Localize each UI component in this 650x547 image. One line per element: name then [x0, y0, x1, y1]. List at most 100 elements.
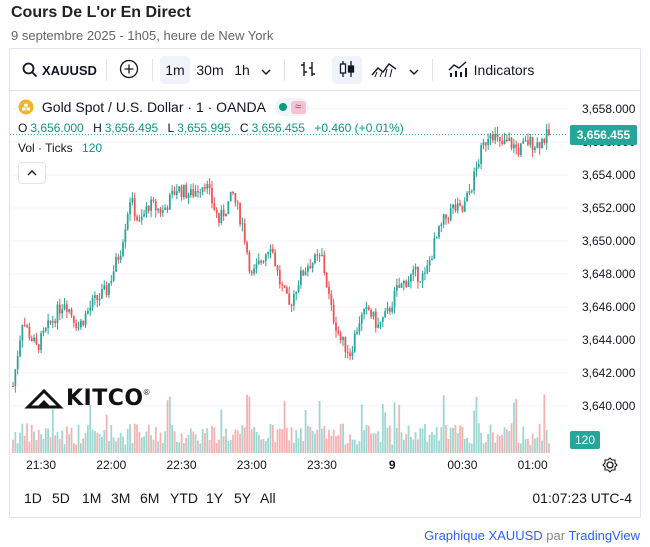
- compare-add-button[interactable]: [114, 56, 144, 84]
- volume-bar: [328, 429, 330, 453]
- timezone-settings-button[interactable]: [602, 457, 618, 473]
- candle-body: [381, 317, 384, 322]
- volume-bar: [82, 438, 85, 453]
- candle-body: [342, 336, 344, 341]
- volume-bar: [101, 436, 103, 453]
- candle-body: [496, 134, 499, 138]
- candle-body: [87, 310, 89, 314]
- range-button-1m[interactable]: 1M: [82, 490, 102, 506]
- candle-body: [285, 287, 288, 294]
- candle-body: [363, 308, 365, 315]
- volume-bar: [335, 436, 337, 453]
- candle-body: [243, 223, 246, 243]
- volume-bar: [178, 442, 181, 453]
- volume-bar: [51, 409, 54, 453]
- volume-bar: [227, 440, 230, 453]
- candle-body: [154, 201, 157, 211]
- tradingview-link[interactable]: TradingView: [568, 528, 640, 543]
- volume-bar: [300, 428, 302, 453]
- candle-body: [480, 145, 483, 164]
- range-button-1y[interactable]: 1Y: [206, 490, 224, 506]
- volume-bar: [68, 434, 71, 453]
- candle-body: [222, 209, 225, 217]
- candle-body: [75, 322, 78, 329]
- volume-bar: [344, 444, 347, 453]
- range-button-5d[interactable]: 5D: [52, 490, 70, 506]
- candle-body: [161, 210, 164, 214]
- range-button-all[interactable]: All: [260, 490, 276, 506]
- candle-body: [300, 270, 302, 285]
- candle-body: [16, 356, 19, 370]
- volume-bar: [161, 442, 164, 453]
- time-axis[interactable]: 21:30 22:00 22:30 23:00 23:30 9 00:30 01:00: [10, 453, 568, 477]
- last-volume-badge: 120: [570, 431, 600, 449]
- candle-body: [96, 295, 99, 301]
- volume-bar: [133, 423, 136, 453]
- interval-button-1m[interactable]: 1m: [160, 56, 190, 84]
- range-button-ytd[interactable]: YTD: [170, 490, 198, 506]
- volume-bar: [175, 441, 178, 453]
- area-style-button[interactable]: [368, 56, 400, 84]
- price-chart[interactable]: [10, 91, 568, 453]
- range-button-5y[interactable]: 5Y: [234, 490, 252, 506]
- range-button-3m[interactable]: 3M: [111, 490, 131, 506]
- volume-bar: [84, 433, 87, 453]
- candle-body: [30, 338, 33, 341]
- candle-body: [332, 304, 335, 323]
- price-scale[interactable]: 3,658.0003,656.0003,654.0003,652.0003,65…: [568, 91, 640, 453]
- low-label: L: [167, 121, 175, 135]
- candle-body: [136, 216, 138, 221]
- volume-bar: [105, 414, 108, 453]
- volume-bar: [63, 444, 66, 453]
- volume-bar: [119, 432, 122, 453]
- candle-body: [246, 242, 248, 253]
- interval-button-1h[interactable]: 1h: [230, 56, 254, 84]
- candle-body: [213, 203, 216, 210]
- market-open-dot-icon: [278, 103, 287, 111]
- volume-bar: [201, 429, 204, 453]
- candle-body: [295, 292, 298, 295]
- candle-body: [353, 333, 356, 352]
- volume-bar: [513, 402, 515, 453]
- volume-bar: [19, 432, 21, 453]
- candle-body: [466, 193, 468, 202]
- symbol-search-button[interactable]: XAUUSD: [18, 56, 100, 84]
- interval-label: 30m: [196, 62, 224, 78]
- candle-body: [503, 139, 506, 144]
- candle-body: [548, 129, 550, 135]
- indicators-button[interactable]: Indicators: [440, 56, 542, 84]
- market-status-badge[interactable]: ≈: [275, 98, 315, 116]
- volume-bar: [180, 433, 183, 453]
- interval-button-30m[interactable]: 30m: [193, 56, 227, 84]
- open-label: O: [18, 121, 28, 135]
- collapse-legend-button[interactable]: [18, 162, 46, 184]
- timezone-clock[interactable]: 01:07:23 UTC-4: [532, 490, 632, 506]
- symbol-chart-link[interactable]: Graphique XAUUSD: [424, 528, 543, 543]
- time-tick-label: 23:30: [306, 458, 337, 472]
- volume-bar: [122, 436, 124, 453]
- candle-body: [51, 321, 54, 323]
- volume-bar: [428, 434, 431, 453]
- interval-dropdown-button[interactable]: [256, 56, 276, 84]
- legend-title-row: Gold Spot / U.S. Dollar · 1 · OANDA ≈: [18, 98, 315, 118]
- candle-body: [527, 140, 529, 145]
- candle-body: [110, 280, 113, 284]
- toolbar-divider: [152, 59, 153, 81]
- chart-style-dropdown-button[interactable]: [404, 56, 424, 84]
- candle-body: [498, 137, 501, 142]
- candles-style-button[interactable]: [332, 56, 362, 84]
- volume-bar: [379, 441, 382, 453]
- range-button-1d[interactable]: 1D: [24, 490, 42, 506]
- interval-label: 1m: [165, 62, 185, 78]
- candle-body: [49, 320, 52, 323]
- bars-style-button[interactable]: [294, 56, 322, 84]
- volume-bar: [309, 426, 312, 453]
- candle-body: [257, 260, 260, 265]
- last-price-badge: 3,656.455: [570, 124, 637, 145]
- candle-body: [201, 187, 204, 192]
- range-button-6m[interactable]: 6M: [140, 490, 160, 506]
- candles-icon: [337, 59, 357, 82]
- volume-bar: [302, 441, 305, 453]
- candle-body: [482, 142, 485, 146]
- candle-body: [414, 266, 417, 270]
